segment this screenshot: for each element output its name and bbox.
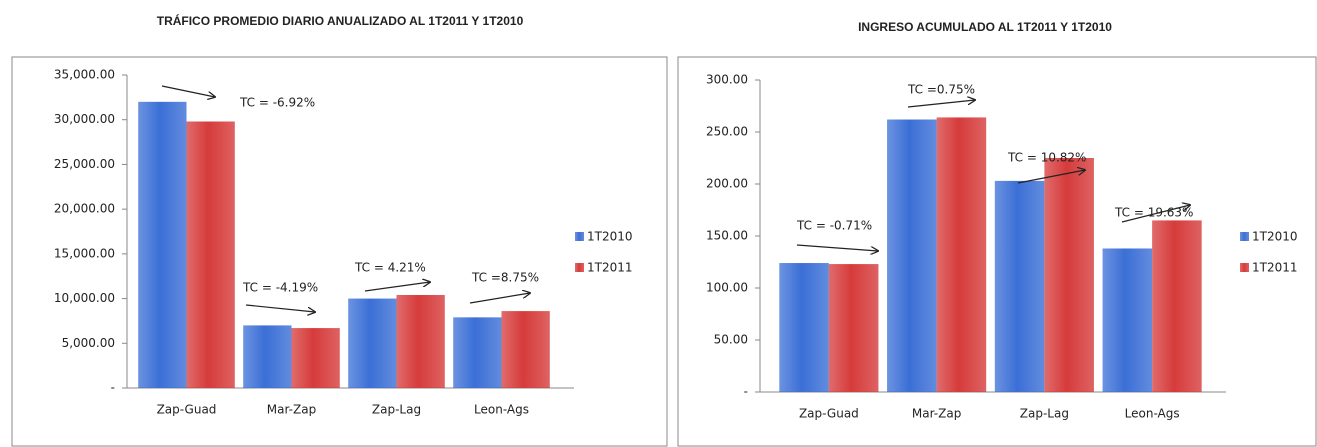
x-tick-label: Leon-Ags [1125,407,1180,421]
bar [994,180,1045,392]
x-tick-label: Zap-Guad [157,403,217,417]
annotation-arrow [1121,205,1190,223]
legend-label: 1T2011 [587,261,633,275]
bar [396,294,445,388]
y-tick-label: 35,000.00 [54,68,115,82]
y-tick-label: - [744,385,748,399]
bar [1152,220,1202,392]
y-tick-label: 100.00 [706,281,748,295]
annotation: TC = -6.92% [239,96,315,110]
legend-label: 1T2011 [1252,261,1298,275]
annotation-arrow [161,85,215,97]
y-tick-label: 200.00 [706,177,748,191]
x-tick-label: Zap-Guad [799,407,859,421]
annotation-arrow [364,282,430,292]
bar [501,311,550,388]
legend-swatch [575,263,584,272]
y-tick-label: - [111,381,115,395]
x-tick-label: Mar-Zap [267,403,316,417]
y-tick-label: 50.00 [714,333,748,347]
annotation: TC = -0.71% [796,219,872,233]
x-tick-label: Zap-Lag [1020,407,1069,421]
bar [887,119,937,393]
bar [828,264,879,392]
annotation: TC = 4.21% [354,261,426,275]
bar [453,317,502,388]
bar [1044,158,1094,392]
legend-swatch [1240,232,1249,241]
bar [243,325,292,388]
annotation-arrow [1017,170,1085,184]
chart-title: INGRESO ACUMULADO AL 1T2011 Y 1T2010 [858,20,1112,34]
y-tick-label: 20,000.00 [54,202,115,216]
x-tick-label: Mar-Zap [912,407,961,421]
x-tick-label: Zap-Lag [372,403,421,417]
annotation: TC = -4.19% [242,281,318,295]
annotation: TC =0.75% [907,83,975,97]
y-tick-label: 30,000.00 [54,112,115,126]
y-tick-label: 15,000.00 [54,246,115,260]
bar [138,101,187,388]
annotation: TC = 10.82% [1007,151,1086,165]
bar [348,298,397,388]
annotation-arrow [245,304,315,312]
legend-label: 1T2010 [587,230,633,244]
x-tick-label: Leon-Ags [474,403,529,417]
chart-title: TRÁFICO PROMEDIO DIARIO ANUALIZADO AL 1T… [157,13,524,28]
legend-label: 1T2010 [1252,230,1298,244]
bar [936,117,987,392]
y-tick-label: 150.00 [706,229,748,243]
y-tick-label: 250.00 [706,125,748,139]
y-tick-label: 10,000.00 [54,291,115,305]
bar [779,263,829,392]
bar [1102,248,1153,392]
y-tick-label: 5,000.00 [62,336,115,350]
legend-swatch [575,232,584,241]
annotation-arrow [796,244,878,251]
bar [186,121,235,388]
y-tick-label: 25,000.00 [54,157,115,171]
legend-swatch [1240,263,1249,272]
annotation: TC =8.75% [471,271,539,285]
bar [291,328,340,388]
annotation-arrow [469,293,530,304]
annotation-arrow [907,100,975,108]
y-tick-label: 300.00 [706,73,748,87]
